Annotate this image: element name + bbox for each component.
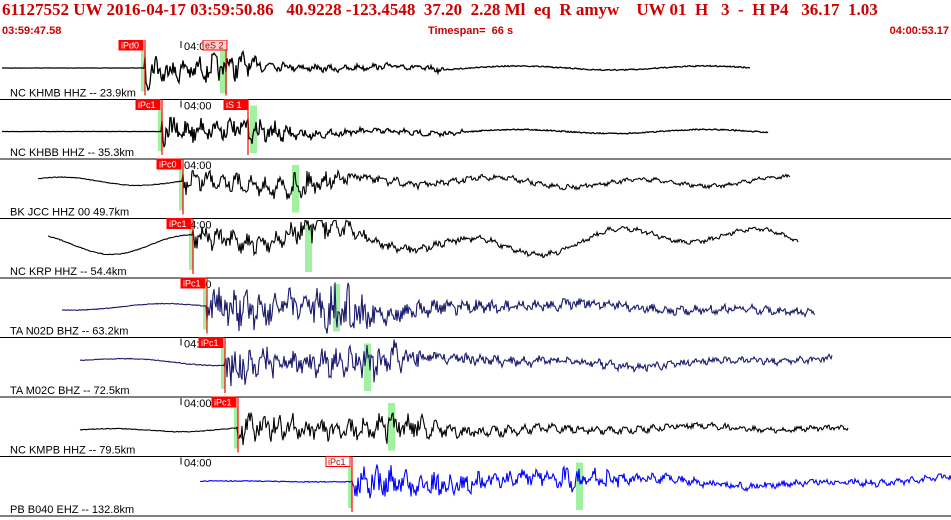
waveform-trace	[37, 168, 791, 200]
end-time-label: 04:00:53.17	[889, 25, 949, 37]
channel-label: PB B040 EHZ -- 132.8km	[10, 504, 134, 516]
channel-label: BK JCC HHZ 00 49.7km	[10, 207, 129, 219]
waveform-trace	[61, 282, 816, 334]
pick-marker[interactable]	[198, 337, 224, 348]
channel-row[interactable]: 04:00 iPc1 iS 1 NC KHBB HHZ -- 35.3km	[0, 99, 951, 160]
pick-label: iPc1	[169, 219, 187, 229]
channel-label: TA N02D BHZ -- 63.2km	[10, 326, 128, 338]
channel-row[interactable]: 04:00 iPc1 NC KMPB HHZ -- 79.5km	[0, 396, 951, 457]
pick-marker[interactable]	[202, 40, 228, 51]
channel-label: NC KHMB HHZ -- 23.9km	[10, 88, 136, 100]
pick-window	[333, 284, 340, 332]
event-header: 61127552 UW 2016-04-17 03:59:50.86 40.92…	[0, 0, 951, 40]
pick-window	[189, 228, 193, 270]
pick-window	[576, 462, 583, 510]
time-tick-label: 04:00	[184, 160, 212, 172]
pick-window	[158, 109, 162, 151]
pick-label: iPc1	[214, 398, 232, 408]
pick-marker[interactable]	[211, 396, 237, 408]
pick-window	[179, 169, 183, 211]
waveform-trace	[79, 412, 849, 446]
pick-marker[interactable]	[325, 456, 351, 467]
channel-label: TA M02C BHZ -- 72.5km	[10, 385, 130, 397]
pick-window	[221, 347, 225, 389]
waveform-trace	[1, 116, 769, 148]
waveform-trace	[79, 339, 833, 387]
pick-marker[interactable]	[166, 218, 192, 229]
time-tick-label: 04:00	[184, 458, 212, 470]
channel-label: NC KHBB HHZ -- 35.3km	[10, 147, 134, 159]
pick-window	[203, 288, 207, 330]
pick-label: iPc1	[138, 100, 156, 110]
pick-marker[interactable]	[180, 277, 206, 289]
pick-label: iPc1	[328, 457, 346, 467]
pick-marker[interactable]	[223, 99, 249, 110]
channel-label: NC KMPB HHZ -- 79.5km	[10, 445, 135, 457]
pick-label: iPc1	[183, 279, 201, 289]
channel-row[interactable]: 04:00 iPc0 BK JCC HHZ 00 49.7km	[0, 158, 951, 219]
channel-row[interactable]: 04:00 iPc1 PB B040 EHZ -- 132.8km	[0, 456, 951, 517]
pick-marker[interactable]	[156, 158, 182, 170]
waveform-trace	[1, 49, 751, 92]
pick-label: iS 1	[226, 100, 242, 110]
pick-window	[141, 50, 145, 92]
channel-label: NC KRP HHZ -- 54.4km	[10, 266, 127, 278]
timespan-label: Timespan= 66 s	[428, 25, 514, 37]
pick-marker[interactable]	[135, 99, 161, 110]
pick-window	[388, 403, 395, 451]
pick-window	[364, 343, 371, 391]
pick-window	[305, 224, 312, 272]
time-tick-label: 04:00	[184, 101, 212, 113]
waveform-trace	[47, 219, 799, 259]
pick-window	[292, 165, 299, 213]
start-time-label: 03:59:47.58	[2, 25, 62, 37]
pick-marker[interactable]	[118, 40, 144, 51]
pick-label: iPd0	[121, 41, 139, 51]
pick-label: iPc0	[159, 160, 177, 170]
time-tick-label: 04:00	[184, 398, 212, 410]
pick-window	[348, 466, 352, 508]
waveform-trace	[199, 464, 951, 499]
event-summary-title: 61127552 UW 2016-04-17 03:59:50.86 40.92…	[2, 0, 878, 19]
pick-label: eS 2	[205, 41, 224, 51]
pick-label: iPc1	[201, 338, 219, 348]
